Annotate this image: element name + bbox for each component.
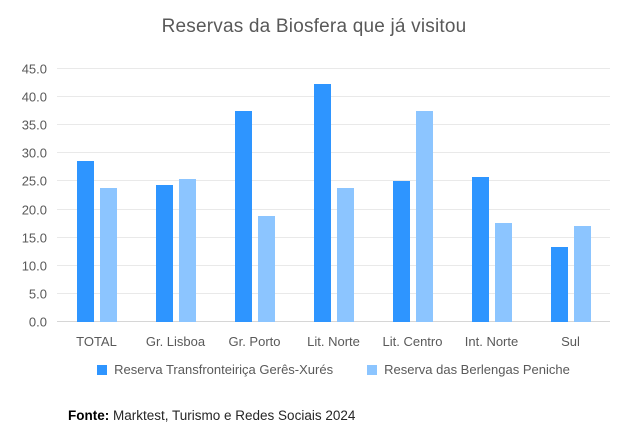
gridline [57,152,610,154]
y-tick-label: 10.0 [21,258,47,274]
y-tick-label: 35.0 [21,117,47,133]
gridline [57,264,610,266]
bar-series1 [550,247,568,322]
source-note-label: Fonte: [68,408,110,423]
legend-label-series2: Reserva das Berlengas Peniche [384,362,570,377]
bar-group: Gr. Lisboa [136,69,215,349]
gridline [57,96,610,98]
bar-series1 [76,160,94,322]
bar-series2 [178,179,196,322]
y-tick-label: 0.0 [28,314,47,330]
bar-series2 [99,188,117,322]
legend: Reserva Transfronteiriça Gerês-Xurés Res… [57,362,610,377]
chart-title: Reservas da Biosfera que já visitou [161,16,467,37]
legend-item-series2: Reserva das Berlengas Peniche [367,362,570,377]
bar-series1 [392,181,410,322]
bar-group: TOTAL [57,69,136,349]
series1-swatch-icon [97,364,108,375]
bar-series2 [573,226,591,322]
bar-group: Lit. Centro [373,69,452,349]
bar-pair [550,69,591,322]
y-tick-label: 20.0 [21,202,47,218]
x-tick-label: Sul [561,334,580,349]
bar-pair [76,69,117,322]
bar-pair [471,69,512,322]
y-tick-label: 40.0 [21,89,47,105]
bar-series2 [415,111,433,322]
source-note: Fonte: Marktest, Turismo e Redes Sociais… [68,408,355,423]
plot-area: TOTAL Gr. Lisboa Gr. Porto Lit. Norte Lit. C… [57,68,610,349]
bar-pair [155,69,196,322]
bar-pair [392,69,433,322]
bar-series2 [257,216,275,322]
legend-label-series1: Reserva Transfronteiriça Gerês-Xurés [114,362,334,377]
bar-series1 [313,83,331,322]
y-tick-label: 30.0 [21,145,47,161]
gridline [57,292,610,294]
x-tick-label: Lit. Norte [307,334,360,349]
source-note-text: Marktest, Turismo e Redes Sociais 2024 [109,408,356,423]
bar-series1 [234,111,252,322]
x-tick-label: Gr. Lisboa [145,334,206,349]
x-tick-label: Lit. Centro [382,334,443,349]
bar-group: Int. Norte [452,69,531,349]
gridline [57,208,610,210]
gridline [57,236,610,238]
bar-series2 [336,188,354,322]
bar-pair [313,69,354,322]
y-tick-label: 25.0 [21,173,47,189]
x-axis-line [57,321,610,322]
x-tick-label: Gr. Porto [228,334,281,349]
x-tick-label: Int. Norte [464,334,519,349]
series2-swatch-icon [367,364,378,375]
gridline [57,180,610,182]
legend-item-series1: Reserva Transfronteiriça Gerês-Xurés [97,362,333,377]
x-tick-label: TOTAL [76,334,117,349]
y-tick-label: 5.0 [28,286,47,302]
y-tick-label: 45.0 [21,61,47,77]
gridline [57,124,610,126]
gridline [57,68,610,69]
bar-series1 [155,184,173,322]
bar-group: Sul [531,69,610,349]
y-tick-label: 15.0 [21,230,47,246]
bar-group: Gr. Porto [215,69,294,349]
bar-series1 [471,176,489,322]
bar-series2 [494,223,512,322]
bar-group: Lit. Norte [294,69,373,349]
bar-pair [234,69,275,322]
y-axis-tick-labels: 0.0 5.0 10.0 15.0 20.0 25.0 30.0 35.0 40.0 45.0 [0,62,47,330]
